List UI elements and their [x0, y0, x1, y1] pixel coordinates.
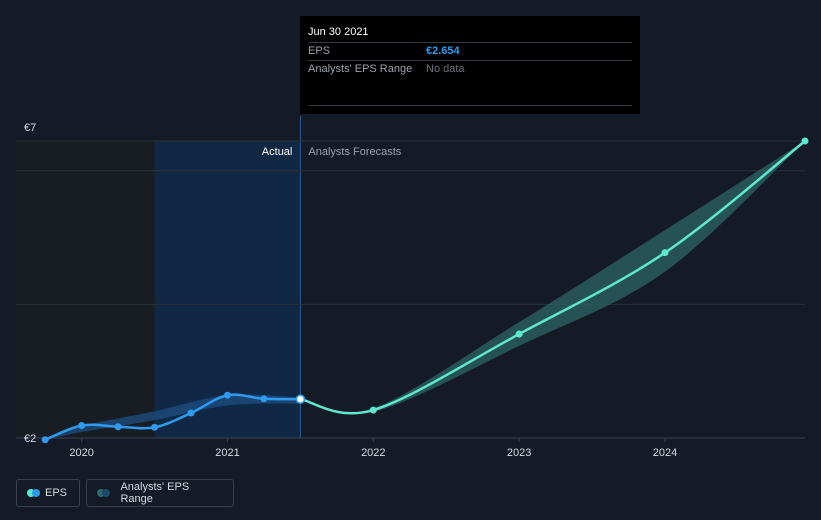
actual-region-label: Actual — [262, 146, 293, 158]
range-legend-icon — [97, 489, 112, 497]
eps-legend-icon — [27, 489, 40, 497]
eps-forecast-point — [661, 249, 669, 257]
eps-actual-point — [151, 423, 159, 431]
eps-actual-point — [114, 423, 122, 431]
eps-actual-point — [41, 436, 49, 444]
x-tick-label: 2022 — [361, 447, 385, 459]
eps-actual-point — [78, 422, 86, 430]
legend-range-label: Analysts' EPS Range — [120, 481, 190, 505]
tooltip-range-label: Analysts' EPS Range — [308, 63, 413, 75]
y-tick-label: €2 — [24, 433, 36, 445]
eps-forecast-point — [515, 330, 523, 338]
forecast-region-label: Analysts Forecasts — [308, 146, 401, 158]
legend-eps-label: EPS — [44, 487, 67, 499]
eps-highlight-point — [295, 394, 306, 404]
x-tick-label: 2020 — [69, 447, 93, 459]
tooltip-range-row: Analysts' EPS Range No data — [308, 60, 632, 78]
tooltip-divider — [308, 105, 632, 106]
x-tick-label: 2023 — [507, 447, 531, 459]
eps-actual-point — [223, 391, 231, 399]
tooltip-eps-row: EPS €2.654 — [308, 42, 632, 60]
y-tick-label: €7 — [24, 122, 36, 134]
tooltip-eps-value: €2.654 — [426, 45, 460, 57]
eps-forecast-point — [369, 406, 377, 414]
eps-forecast-line — [300, 140, 806, 415]
past-region-shade — [16, 141, 155, 438]
tooltip-range-value: No data — [426, 63, 465, 75]
legend-eps-toggle[interactable]: EPS — [16, 479, 80, 507]
analysts-eps-range-band — [300, 141, 805, 415]
x-tick-label: 2024 — [653, 447, 677, 459]
tooltip-eps-label: EPS — [308, 45, 331, 57]
eps-actual-point — [187, 409, 195, 417]
actual-region-highlight — [154, 141, 301, 438]
tooltip-date: Jun 30 2021 — [308, 26, 369, 38]
eps-forecast-point — [801, 137, 809, 145]
eps-actual-point — [260, 395, 268, 403]
tooltip: Jun 30 2021 EPS €2.654 Analysts' EPS Ran… — [300, 16, 640, 114]
legend-range-toggle[interactable]: Analysts' EPS Range — [86, 479, 234, 507]
x-tick-label: 2021 — [215, 447, 239, 459]
